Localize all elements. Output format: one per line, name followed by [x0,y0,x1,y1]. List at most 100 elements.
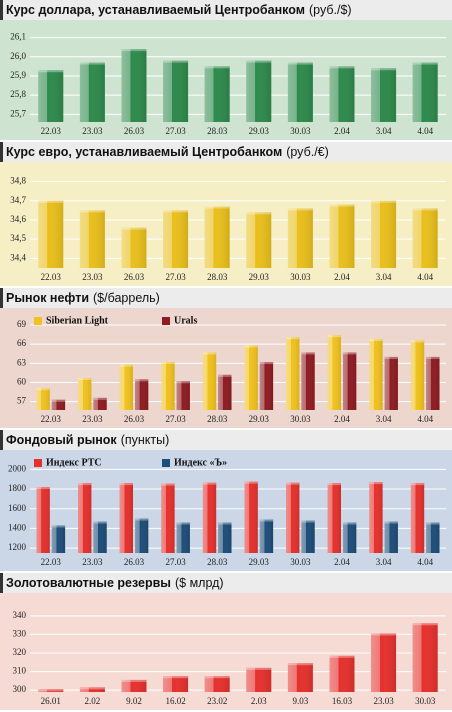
bar-shade [410,340,425,410]
bar-top [301,352,315,355]
bar-shade [202,352,217,410]
bar-shade [163,210,189,268]
bar-shade [204,676,230,692]
bar-top [287,208,313,211]
x-tick-label: 28.03 [207,414,228,424]
y-tick-label: 1400 [8,522,27,532]
bar-top [287,663,313,666]
legend-swatch [162,317,170,325]
bar-top [343,522,357,525]
bar-shade [410,483,425,553]
y-tick-label: 34,6 [10,214,26,224]
bar-shade [371,633,397,692]
y-tick-label: 300 [13,684,27,694]
title-band [0,288,452,308]
bar-shade [218,522,232,553]
bar-shade [329,204,355,268]
bar-top [163,210,189,213]
bar-shade [38,200,64,268]
x-tick-label: 2.04 [334,414,350,424]
x-tick-label: 27.03 [165,126,186,136]
bar-top [135,379,149,382]
x-tick-label: 23.03 [82,414,103,424]
y-tick-label: 57 [17,396,27,406]
title-unit: (пункты) [121,433,170,447]
bar-top [244,481,258,484]
bar-top [38,70,64,73]
bar-shade [384,521,398,553]
bar-shade [38,70,64,122]
bar-top [36,388,50,391]
bar-top [218,374,232,377]
title-accent [0,288,3,308]
bar-shade [36,487,50,553]
bar-top [286,337,300,340]
bar-top [327,483,341,486]
x-tick-label: 3.04 [376,557,392,567]
x-tick-label: 29.03 [249,126,270,136]
bar-top [218,522,232,525]
bar-top [79,210,105,213]
bar-shade [246,60,272,122]
x-tick-label: 28.03 [207,272,228,282]
y-tick-label: 34,7 [10,195,26,205]
bar-top [163,676,189,679]
bar-top [121,49,147,52]
x-tick-label: 29.03 [249,414,270,424]
bar-shade [327,335,341,410]
x-tick-label: 23.03 [82,126,103,136]
bar-shade [121,227,147,268]
bar-top [176,381,190,384]
x-tick-label: 23.03 [82,557,103,567]
bar-top [412,623,438,626]
legend-label: Siberian Light [46,315,109,326]
bar-top [121,227,147,230]
bar-shade [135,518,149,553]
bar-shade [78,483,92,553]
x-tick-label: 22.03 [41,414,62,424]
y-tick-label: 34,5 [10,233,26,243]
bar-shade [79,62,105,122]
x-tick-label: 2.04 [334,126,350,136]
bar-shade [218,374,232,410]
bar-shade [426,356,440,410]
x-tick-label: 27.03 [165,272,186,282]
x-tick-label: 23.03 [373,696,394,706]
bar-shade [202,482,217,553]
bar-shade [163,60,189,122]
bar-top [202,482,217,485]
legend-swatch [34,459,42,467]
bar-top [369,339,383,342]
bar-shade [78,378,92,410]
chart-title: Курс евро, устанавливаемый Центробанком (… [6,145,329,159]
bar-top [426,522,440,525]
title-band [0,0,452,20]
x-tick-label: 30.03 [290,126,311,136]
bar-top [371,633,397,636]
bar-top [202,352,217,355]
bar-top [426,356,440,359]
bar-shade [412,208,438,268]
y-tick-label: 63 [17,357,27,367]
bar-shade [121,679,147,692]
legend-label: Urals [174,315,197,326]
x-tick-label: 9.02 [126,696,142,706]
bar-top [204,206,230,209]
bar-shade [38,689,64,692]
bar-shade [79,210,105,268]
bar-top [329,655,355,658]
x-tick-label: 30.03 [290,557,311,567]
bar-shade [163,676,189,692]
bar-shade [329,66,355,122]
bar-top [329,66,355,69]
x-tick-label: 23.03 [82,272,103,282]
x-tick-label: 3.04 [376,126,392,136]
x-tick-label: 16.02 [165,696,185,706]
bar-shade [93,397,107,410]
title-accent [0,430,3,450]
bar-shade [287,62,313,122]
bar-top [78,483,92,486]
bar-top [327,335,341,338]
y-tick-label: 34,8 [10,176,26,186]
